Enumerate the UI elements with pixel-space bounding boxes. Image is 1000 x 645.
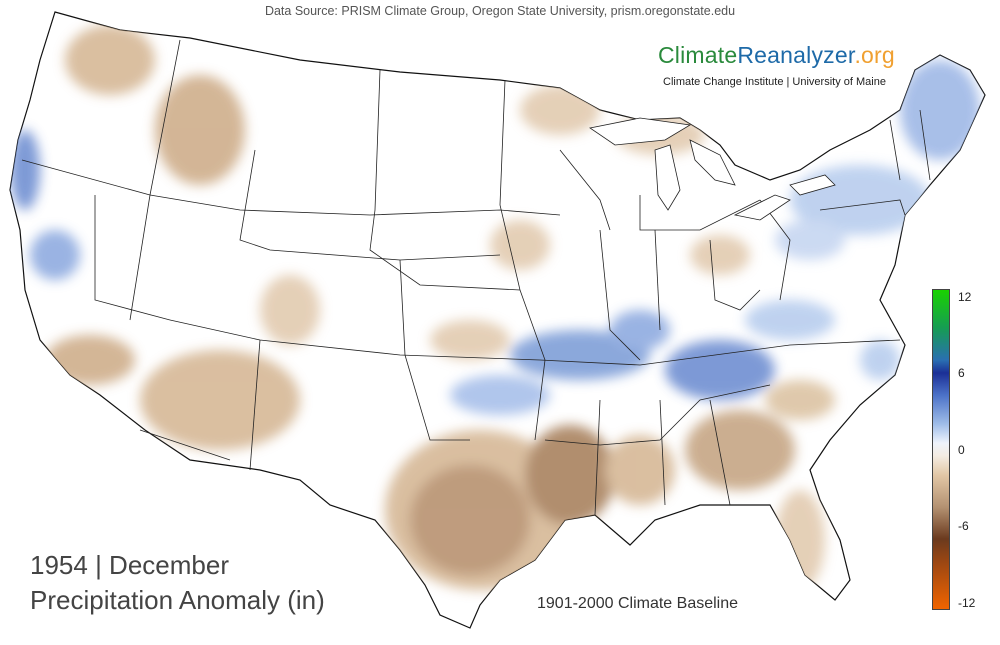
brand-part-reanalyzer: Reanalyzer [737, 42, 855, 68]
climate-baseline-label: 1901-2000 Climate Baseline [537, 595, 739, 612]
great-lakes [588, 117, 836, 221]
legend-colorbar [932, 289, 950, 610]
map-title-date: 1954 | December [30, 550, 229, 580]
brand-subtitle: Climate Change Institute | University of… [663, 76, 886, 88]
data-source-credit: Data Source: PRISM Climate Group, Oregon… [264, 4, 736, 18]
legend-tick-12: 12 [958, 290, 972, 304]
legend-tick-0: 0 [958, 443, 965, 457]
legend-tick-6: 6 [958, 366, 965, 380]
map-title-variable: Precipitation Anomaly (in) [30, 585, 325, 615]
legend-tick-neg12: -12 [958, 596, 976, 610]
brand-logo[interactable]: ClimateReanalyzer.org [658, 42, 895, 69]
brand-part-climate: Climate [658, 42, 738, 68]
legend-tick-neg6: -6 [958, 519, 969, 533]
anomaly-field [10, 25, 980, 590]
brand-part-org: .org [854, 42, 895, 68]
state-boundaries [21, 39, 931, 516]
